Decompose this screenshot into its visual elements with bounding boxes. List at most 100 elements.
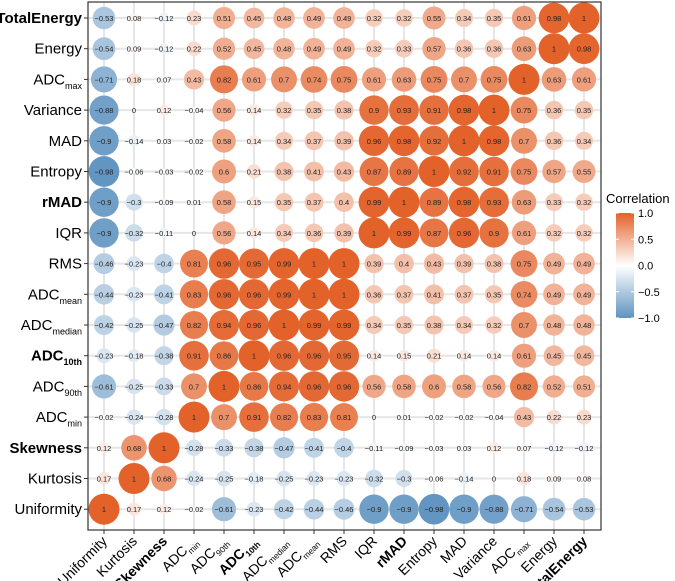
correlation-circle: [543, 314, 565, 336]
correlation-circle: [330, 65, 358, 93]
correlation-circle: [211, 404, 237, 431]
correlation-circle: [304, 161, 324, 182]
correlation-value-label: 1: [192, 413, 196, 422]
correlation-circle: [246, 501, 262, 517]
correlation-value-label: 0.36: [457, 45, 472, 54]
correlation-circle: [248, 227, 260, 239]
correlation-circle: [298, 371, 330, 402]
correlation-circle: [304, 437, 324, 458]
correlation-value-label: −0.9: [457, 505, 472, 514]
correlation-circle: [154, 346, 174, 366]
correlation-value-label: 0.74: [517, 290, 532, 299]
correlation-circle: [488, 442, 500, 454]
correlation-value-label: 0: [372, 413, 376, 422]
correlation-circle: [571, 67, 597, 92]
legend-tick-label: 0.5: [638, 234, 653, 246]
correlation-circle: [431, 445, 437, 451]
correlation-circle: [158, 12, 170, 24]
correlation-circle: [216, 470, 232, 487]
correlation-circle: [243, 7, 265, 29]
correlation-circle: [130, 167, 138, 176]
correlation-value-label: −0.12: [545, 444, 564, 453]
correlation-value-label: 0.63: [517, 45, 532, 54]
correlation-value-label: 0.48: [577, 321, 592, 330]
correlation-value-label: −0.09: [395, 444, 414, 453]
correlation-value-label: 0.07: [517, 444, 532, 453]
correlation-value-label: 0.48: [277, 45, 292, 54]
correlation-value-label: −0.41: [155, 290, 174, 299]
correlation-circle: [579, 474, 589, 483]
correlation-circle: [490, 414, 498, 421]
correlation-value-label: 0.98: [397, 137, 412, 146]
correlation-value-label: −0.02: [185, 168, 204, 177]
correlation-circle: [511, 189, 537, 215]
correlation-value-label: 0.23: [187, 14, 202, 23]
correlation-circle: [573, 345, 595, 367]
correlation-value-label: 0.32: [547, 229, 562, 238]
correlation-circle: [543, 283, 565, 306]
correlation-circle: [359, 157, 389, 186]
correlation-circle: [423, 253, 445, 274]
correlation-circle: [328, 278, 360, 310]
correlation-value-label: 0.89: [397, 168, 412, 177]
correlation-value-label: −0.54: [545, 505, 564, 514]
axis-tick-label: Energy: [34, 41, 82, 58]
correlation-value-label: 0.45: [547, 352, 562, 361]
axis-tick-label: RMS: [49, 256, 82, 273]
correlation-value-label: 0.61: [517, 229, 532, 238]
correlation-value-label: 0.49: [337, 45, 352, 54]
correlation-value-label: 0.38: [277, 168, 292, 177]
correlation-circle: [458, 472, 470, 485]
correlation-value-label: 0.82: [277, 413, 292, 422]
correlation-circle: [155, 408, 173, 426]
correlation-circle: [92, 6, 116, 30]
correlation-value-label: 0.4: [339, 198, 349, 207]
correlation-circle: [247, 471, 261, 486]
correlation-circle: [479, 156, 509, 187]
correlation-value-label: 0.32: [367, 45, 382, 54]
y-axis-label: MAD: [49, 133, 83, 150]
correlation-value-label: 1: [282, 321, 286, 330]
correlation-value-label: 0.4: [399, 260, 409, 269]
correlation-circle: [89, 187, 119, 217]
y-axis-label: Kurtosis: [28, 471, 82, 488]
correlation-circle: [328, 248, 360, 280]
x-axis-label: RMS: [317, 533, 350, 566]
correlation-circle: [129, 13, 139, 23]
correlation-circle: [479, 494, 509, 524]
correlation-value-label: 0.35: [487, 290, 502, 299]
correlation-circle: [101, 414, 107, 420]
correlation-circle: [448, 217, 480, 249]
correlation-value-label: −0.11: [155, 229, 173, 238]
correlation-circle: [268, 371, 300, 402]
correlation-value-label: 1: [162, 444, 166, 453]
correlation-circle: [508, 63, 540, 95]
correlation-circle: [424, 284, 444, 305]
correlation-circle: [358, 217, 390, 249]
correlation-circle: [328, 340, 360, 371]
correlation-circle: [448, 94, 480, 126]
correlation-circle: [215, 438, 233, 457]
correlation-value-label: 0.61: [517, 352, 532, 361]
correlation-value-label: 0.74: [307, 75, 322, 84]
correlation-circle: [478, 94, 510, 126]
correlation-circle: [299, 402, 329, 432]
correlation-value-label: 0.83: [187, 290, 202, 299]
correlation-value-label: 0.89: [427, 198, 442, 207]
correlation-circle: [241, 67, 267, 92]
correlation-circle: [421, 374, 447, 399]
correlation-value-label: 1: [522, 75, 526, 84]
correlation-circle: [397, 349, 411, 362]
correlation-value-label: 0.99: [277, 260, 292, 269]
correlation-value-label: 0.7: [189, 382, 199, 391]
correlation-value-label: 0.57: [547, 168, 562, 177]
correlation-value-label: 0.86: [217, 352, 232, 361]
correlation-value-label: 0.08: [577, 475, 592, 484]
legend-tick-label: −1.0: [638, 313, 660, 325]
correlation-value-label: 0.57: [427, 45, 442, 54]
correlation-value-label: 0.81: [187, 260, 202, 269]
correlation-value-label: 0.98: [457, 106, 472, 115]
correlation-value-label: 0.07: [157, 75, 172, 84]
correlation-circle: [273, 437, 295, 459]
correlation-circle: [510, 158, 538, 185]
